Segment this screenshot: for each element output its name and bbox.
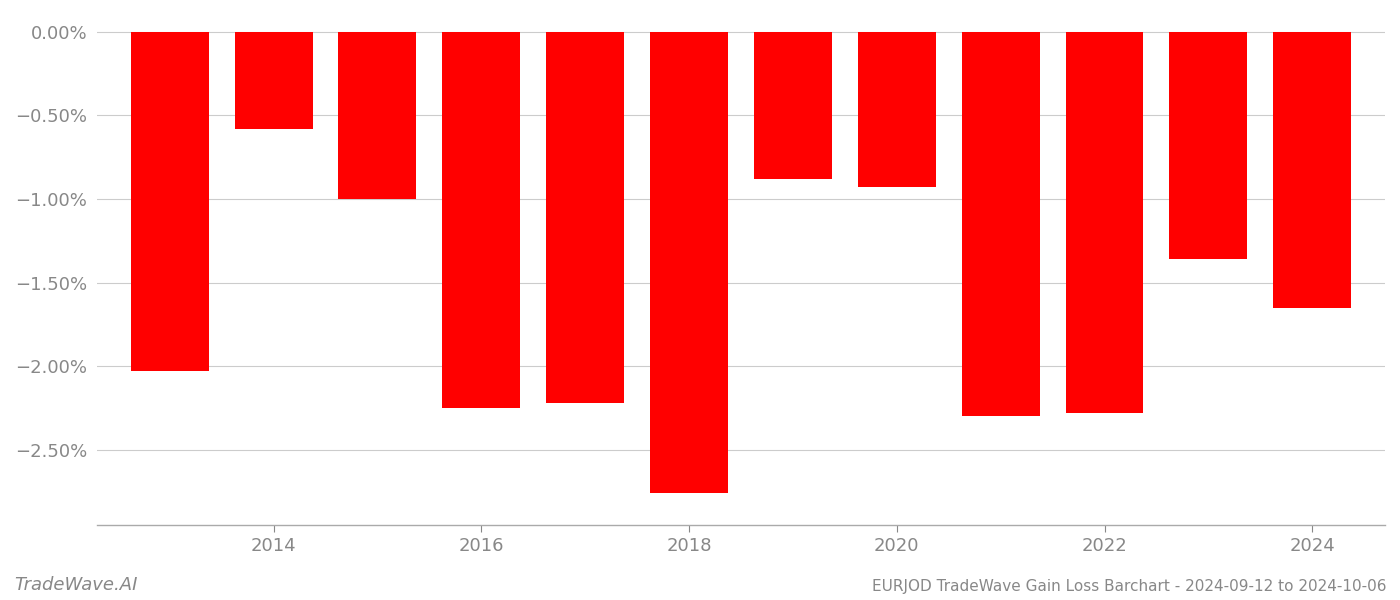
Bar [755,32,832,179]
Bar [962,32,1040,416]
Bar [442,32,521,408]
Bar [858,32,935,187]
Bar [546,32,624,403]
Bar [1274,32,1351,308]
Bar [235,32,312,129]
Bar [1065,32,1144,413]
Text: TradeWave.AI: TradeWave.AI [14,576,137,594]
Bar [339,32,416,199]
Text: EURJOD TradeWave Gain Loss Barchart - 2024-09-12 to 2024-10-06: EURJOD TradeWave Gain Loss Barchart - 20… [871,579,1386,594]
Bar [650,32,728,493]
Bar [1169,32,1247,259]
Bar [130,32,209,371]
